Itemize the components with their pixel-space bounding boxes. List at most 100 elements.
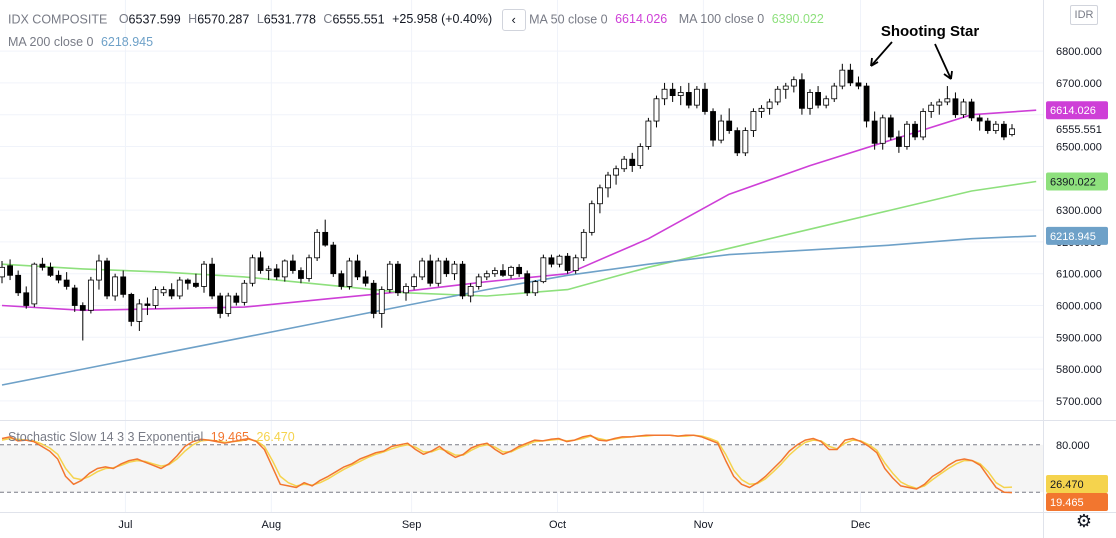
candle-body bbox=[693, 88, 700, 106]
candle-body bbox=[184, 279, 191, 284]
candle-body bbox=[782, 85, 789, 90]
candle-body bbox=[330, 244, 337, 275]
candle-body bbox=[55, 274, 62, 281]
candle-body bbox=[257, 257, 264, 271]
candle-body bbox=[201, 263, 207, 287]
candle-body bbox=[306, 257, 312, 279]
candle-body bbox=[370, 282, 377, 314]
candle-body bbox=[799, 79, 805, 109]
candle-body bbox=[273, 268, 280, 278]
candle-body bbox=[524, 273, 531, 294]
stochastic-k-tag-bg bbox=[1046, 493, 1108, 511]
low-label: L bbox=[256, 12, 264, 27]
candle-body bbox=[322, 231, 329, 246]
stochastic-band bbox=[0, 444, 1043, 493]
candle-body bbox=[548, 257, 555, 265]
price-tick-label: 6300.000 bbox=[1056, 205, 1102, 217]
candle-body bbox=[855, 82, 862, 87]
open-label: O bbox=[118, 12, 129, 27]
candle-body bbox=[23, 292, 30, 306]
price-tick-label: 5700.000 bbox=[1056, 396, 1102, 408]
candle-body bbox=[774, 88, 781, 103]
candle-body bbox=[378, 289, 385, 314]
candle-body bbox=[807, 92, 813, 109]
candle-body bbox=[87, 279, 94, 311]
chevron-left-icon[interactable]: ‹ bbox=[501, 9, 526, 31]
candle-body bbox=[572, 257, 579, 271]
candle-body bbox=[718, 120, 725, 141]
candle-body bbox=[500, 270, 506, 276]
candle-body bbox=[31, 263, 38, 305]
candle-body bbox=[152, 289, 159, 306]
candle-body bbox=[879, 117, 886, 144]
candle-body bbox=[968, 101, 975, 119]
ma100-value: 6390.022 bbox=[771, 12, 824, 27]
arrow-head bbox=[870, 57, 879, 67]
candle-body bbox=[605, 174, 611, 189]
candle-body bbox=[483, 273, 490, 278]
stochastic-d-tag: 26.470 bbox=[1050, 479, 1084, 491]
candle-body bbox=[920, 111, 927, 138]
candle-body bbox=[411, 276, 417, 287]
candle-body bbox=[419, 260, 426, 278]
candle-body bbox=[136, 303, 143, 322]
candle-body bbox=[944, 98, 951, 103]
time-tick-label: Nov bbox=[694, 519, 714, 531]
candle-body bbox=[0, 266, 5, 278]
close-label: C bbox=[323, 12, 333, 27]
annotation-arrow bbox=[934, 43, 952, 80]
candle-body bbox=[871, 120, 878, 144]
candle-body bbox=[451, 263, 458, 275]
candle-body bbox=[904, 123, 910, 147]
candle-body bbox=[395, 263, 401, 294]
stochastic-k-tag: 19.465 bbox=[1050, 497, 1084, 509]
candle-body bbox=[766, 101, 773, 109]
open-value: 6537.599 bbox=[128, 12, 181, 27]
candle-body bbox=[508, 266, 514, 276]
candle-body bbox=[831, 85, 838, 100]
candle-body bbox=[669, 88, 676, 97]
candle-body bbox=[217, 295, 224, 314]
candle-body bbox=[491, 270, 498, 275]
close-value: 6555.551 bbox=[332, 12, 385, 27]
ma200-price-tag-bg bbox=[1046, 226, 1108, 245]
candle-body bbox=[637, 146, 644, 166]
ma200-label: MA 200 close 0 bbox=[8, 35, 94, 49]
candle-body bbox=[629, 158, 636, 166]
candle-body bbox=[863, 85, 870, 122]
candle-body bbox=[104, 260, 110, 297]
candle-body bbox=[653, 98, 660, 122]
high-value: 6570.287 bbox=[197, 12, 250, 27]
candle-body bbox=[96, 260, 102, 281]
candle-body bbox=[39, 263, 46, 268]
candle-body bbox=[443, 260, 450, 275]
time-tick-label: Dec bbox=[851, 519, 871, 531]
candle-body bbox=[734, 130, 741, 154]
candle-body bbox=[540, 257, 547, 283]
candle-body bbox=[7, 265, 13, 276]
time-tick-label: Jul bbox=[118, 519, 132, 531]
ma50-price-tag-bg bbox=[1046, 101, 1108, 120]
ma100-label: MA 100 close 0 bbox=[678, 12, 765, 27]
time-tick-label: Oct bbox=[549, 519, 566, 531]
symbol-name: IDX COMPOSITE bbox=[8, 12, 108, 27]
currency-button[interactable]: IDR bbox=[1070, 5, 1098, 25]
candle-body bbox=[15, 274, 22, 294]
candle-body bbox=[289, 260, 296, 271]
gear-icon[interactable]: ⚙ bbox=[1075, 511, 1092, 531]
stochastic-legend: Stochastic Slow 14 3 3 Exponential 19.46… bbox=[8, 430, 295, 444]
candle-body bbox=[1009, 128, 1015, 135]
candle-body bbox=[209, 263, 215, 297]
candle-body bbox=[233, 295, 240, 303]
candle-body bbox=[839, 69, 846, 87]
candle-body bbox=[338, 273, 345, 287]
candle-body bbox=[556, 255, 563, 265]
candle-body bbox=[47, 266, 54, 276]
candle-body bbox=[685, 92, 692, 106]
candle-body bbox=[144, 303, 151, 306]
candle-body bbox=[112, 276, 119, 297]
candle-body bbox=[459, 263, 466, 297]
price-tick-label: 5800.000 bbox=[1056, 364, 1102, 376]
candle-body bbox=[992, 123, 999, 131]
